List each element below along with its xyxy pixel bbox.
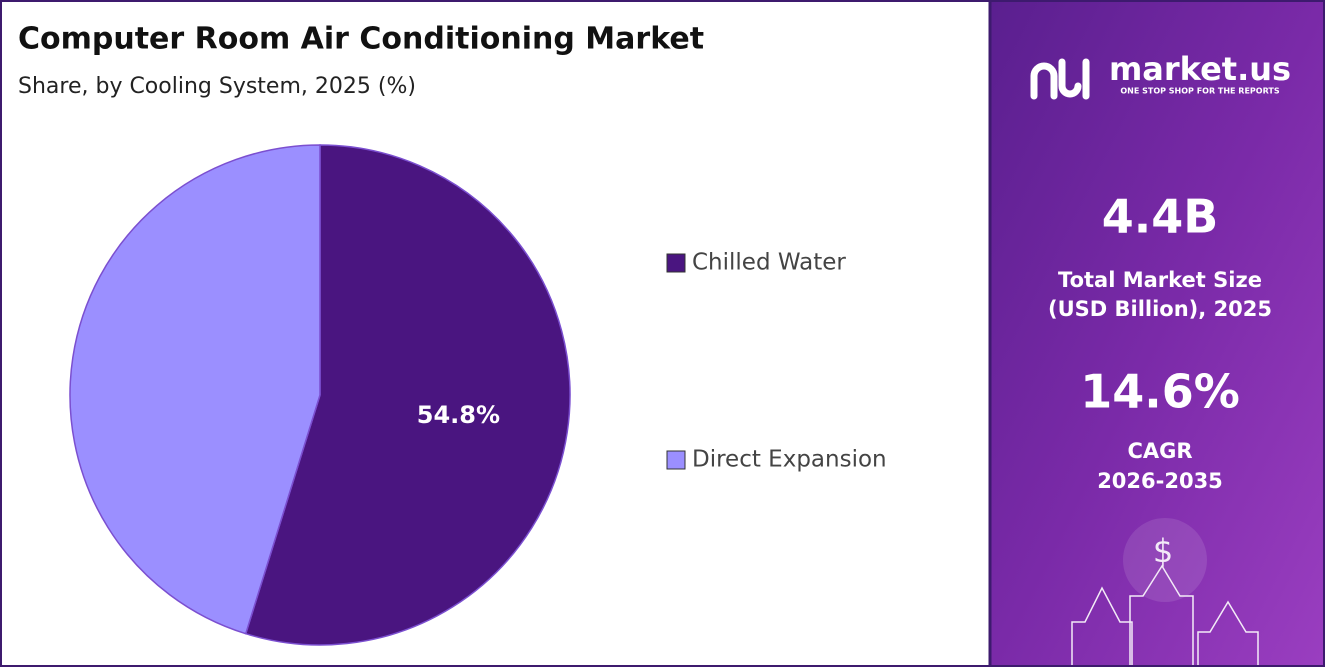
market-size-label: Total Market Size xyxy=(1058,268,1262,292)
chart-title: Computer Room Air Conditioning Market xyxy=(18,22,704,57)
logo-text: market.us xyxy=(1109,50,1291,88)
legend-swatch xyxy=(666,450,686,470)
pie-slice xyxy=(69,144,321,635)
logo-tagline: ONE STOP SHOP FOR THE REPORTS xyxy=(1120,87,1279,96)
pie-slice xyxy=(244,144,571,646)
logo-icon xyxy=(1030,58,1090,100)
cagr: 14.6% xyxy=(1080,365,1240,419)
chart-subtitle: Share, by Cooling System, 2025 (%) xyxy=(18,74,416,99)
market-size: 4.4B xyxy=(1102,190,1219,244)
cagr-label: CAGR xyxy=(1127,439,1192,463)
cagr-label: 2026-2035 xyxy=(1097,469,1223,493)
data-label: 54.8% xyxy=(417,401,500,429)
legend-label: Direct Expansion xyxy=(692,447,887,473)
legend-swatch xyxy=(666,253,686,273)
decor-arrows: $ xyxy=(1071,518,1259,665)
market-size-label: (USD Billion), 2025 xyxy=(1048,297,1272,321)
svg-text:$: $ xyxy=(1153,532,1173,570)
legend-label: Chilled Water xyxy=(692,250,846,276)
side-panel xyxy=(990,2,1323,665)
